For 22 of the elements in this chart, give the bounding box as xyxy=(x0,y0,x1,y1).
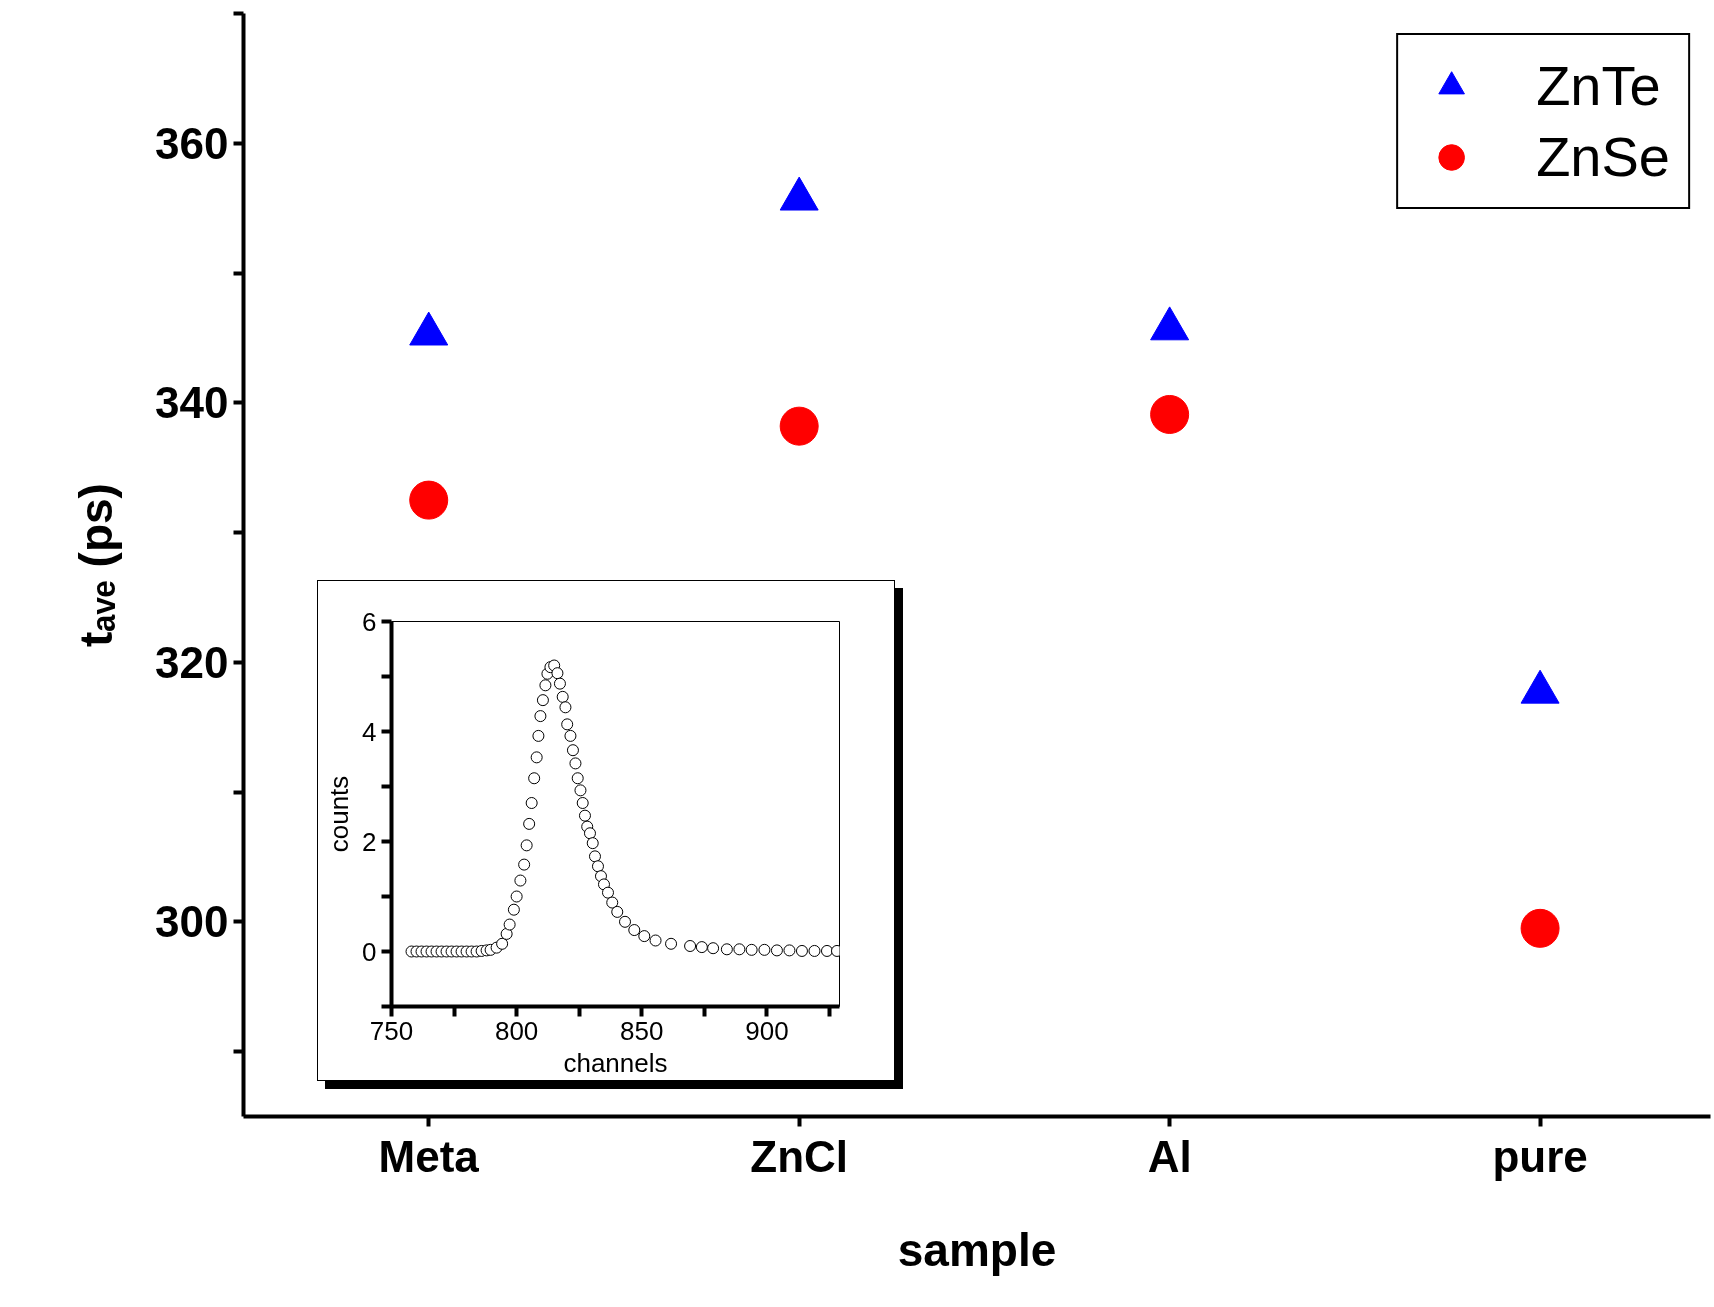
x-tick-label: 800 xyxy=(494,1015,539,1046)
y-tick-label: 320 xyxy=(155,637,229,687)
x-tick-label: Al xyxy=(1147,1131,1192,1181)
y-axis-title: tₐᵥₑ (ps) xyxy=(70,483,123,647)
y-tick-label: 360 xyxy=(155,118,229,168)
y-axis-title: counts xyxy=(324,775,355,853)
x-tick-label: Meta xyxy=(378,1131,480,1181)
y-tick-label: 4 xyxy=(362,716,377,747)
y-tick-label: 2 xyxy=(362,826,377,857)
legend-label: ZnSe xyxy=(1536,124,1670,189)
x-tick-label: 900 xyxy=(745,1015,789,1046)
y-tick-label: 6 xyxy=(362,606,377,637)
legend-label: ZnTe xyxy=(1536,53,1661,118)
y-tick-label: 300 xyxy=(155,897,229,947)
x-tick-label: ZnCl xyxy=(750,1131,849,1181)
x-axis-title: sample xyxy=(897,1223,1057,1276)
x-axis-title: channels xyxy=(563,1047,668,1078)
x-tick-label: pure xyxy=(1492,1131,1588,1181)
y-tick-label: 340 xyxy=(155,378,229,428)
y-tick-label: 0 xyxy=(362,936,377,967)
x-tick-label: 750 xyxy=(369,1015,414,1046)
x-tick-label: 850 xyxy=(620,1015,664,1046)
